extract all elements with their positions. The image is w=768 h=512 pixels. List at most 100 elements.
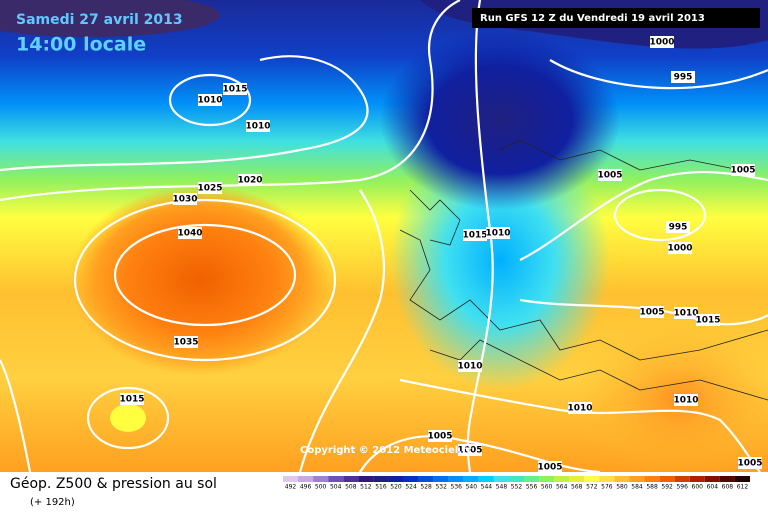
scale-label: 512 (360, 484, 372, 491)
isobar-label-bg (696, 314, 720, 326)
coastline (429, 339, 768, 401)
coastline (399, 229, 768, 361)
isobar-label-bg (671, 71, 695, 83)
scale-swatch (644, 476, 660, 482)
isobar-label-bg (173, 193, 197, 205)
scale-label: 612 (737, 484, 749, 491)
isobar-label: 1010 (197, 96, 222, 106)
isobar (298, 189, 386, 473)
scale-swatch (599, 476, 615, 482)
scale-label: 540 (466, 484, 478, 491)
isobar-label-bg (668, 242, 692, 254)
scale-label: 548 (496, 484, 508, 491)
scale-label: 524 (405, 484, 417, 491)
scale-swatch (358, 476, 374, 482)
scale-label: 608 (722, 484, 734, 491)
isobar (0, 55, 369, 172)
isobar (86, 386, 170, 450)
scale-swatch (388, 476, 404, 482)
scale-swatch (674, 476, 690, 482)
isobar-label: 1025 (197, 184, 222, 194)
footer-title: Géop. Z500 & pression au sol (10, 476, 217, 492)
scale-label: 532 (435, 484, 447, 491)
isobar-label: 1015 (462, 231, 487, 241)
isobar-label: 1015 (222, 85, 247, 95)
isobar (0, 359, 32, 473)
isobar-label-bg (598, 169, 622, 181)
isobar-label-bg (731, 164, 755, 176)
isobar-label-bg (198, 94, 222, 106)
scale-label: 604 (707, 484, 719, 491)
scale-label: 560 (541, 484, 553, 491)
isobar-label: 1005 (427, 432, 452, 442)
scale-label: 576 (601, 484, 613, 491)
scale-swatch (283, 476, 299, 482)
isobar-label: 1005 (639, 308, 664, 318)
scale-swatch (584, 476, 600, 482)
scale-label: 520 (390, 484, 402, 491)
isobar-label-bg (738, 457, 762, 469)
scale-swatch (629, 476, 645, 482)
scale-swatch (328, 476, 344, 482)
isobar-label: 1015 (695, 316, 720, 326)
run-label: Run GFS 12 Z du Vendredi 19 avril 2013 (480, 13, 705, 24)
isobar (73, 198, 337, 362)
copyright: Copyright © 2012 Meteociel.fr (300, 445, 471, 456)
isobar-label: 1000 (667, 244, 692, 254)
warm-area (570, 320, 768, 480)
scale-swatch (734, 476, 750, 482)
scale-swatch (614, 476, 630, 482)
scale-label: 500 (315, 484, 327, 491)
isobar-label: 1005 (457, 446, 482, 456)
isobar-label: 1005 (730, 166, 755, 176)
isobar-label-bg (428, 430, 452, 442)
map-date: Samedi 27 avril 2013 (16, 12, 183, 28)
isobar (113, 223, 297, 327)
isobar-label-bg (246, 120, 270, 132)
scale-swatch (403, 476, 419, 482)
scale-swatch (463, 476, 479, 482)
isobar-label: 1005 (737, 459, 762, 469)
isobar-label-bg (674, 394, 698, 406)
scale-swatch (719, 476, 735, 482)
color-scale: 492 496 500 504 508 512 516 520 524 528 532 536 540 5… (283, 476, 750, 491)
scale-label: 528 (420, 484, 432, 491)
isobar-label-bg (666, 221, 690, 233)
scale-label: 600 (692, 484, 704, 491)
isobar-label: 1010 (457, 362, 482, 372)
isobar-label-bg (640, 306, 664, 318)
isobar-label: 1030 (172, 195, 197, 205)
isobar-label: 1035 (173, 338, 198, 348)
isobar (168, 73, 252, 127)
scale-swatch (689, 476, 705, 482)
scale-label: 552 (511, 484, 523, 491)
high-pressure (110, 404, 146, 432)
isobar-label-bg (174, 336, 198, 348)
scale-swatch (433, 476, 449, 482)
isobar-label: 1010 (567, 404, 592, 414)
isobar-label: 1020 (237, 176, 262, 186)
scale-label: 492 (285, 484, 297, 491)
scale-swatch (493, 476, 509, 482)
coastline (499, 139, 741, 171)
scale-swatch (448, 476, 464, 482)
scale-label: 544 (481, 484, 493, 491)
scale-label: 588 (646, 484, 658, 491)
trough (380, 30, 620, 210)
isobar (466, 0, 494, 473)
coastline (409, 189, 461, 246)
scale-swatch (659, 476, 675, 482)
scale-label: 536 (451, 484, 463, 491)
scale-label: 584 (631, 484, 643, 491)
scale-label: 508 (345, 484, 357, 491)
run-box (472, 8, 760, 28)
isobar-label-bg (538, 461, 562, 473)
isobar-label: 1010 (673, 309, 698, 319)
scale-label: 592 (661, 484, 673, 491)
isobar-label: 1005 (597, 171, 622, 181)
isobar-label-bg (650, 36, 674, 48)
scale-swatch (569, 476, 585, 482)
footer-lead: (+ 192h) (30, 497, 75, 508)
